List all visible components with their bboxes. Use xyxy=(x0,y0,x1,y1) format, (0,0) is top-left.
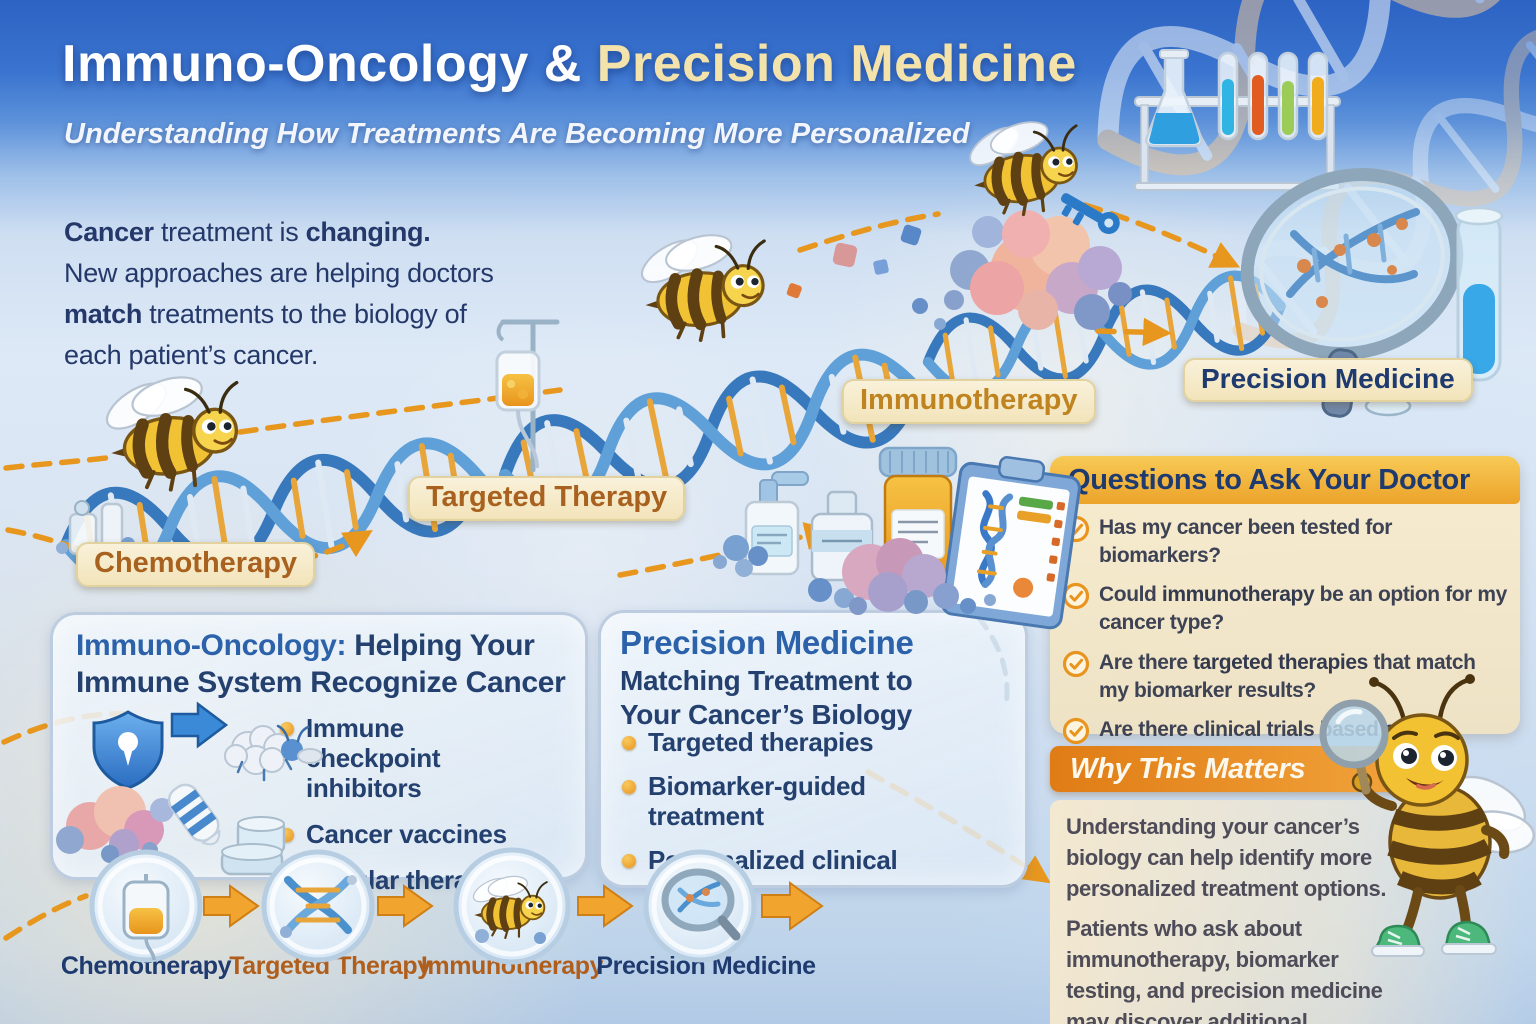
io-title-mid: Helping Your Immune System xyxy=(76,629,535,699)
timeline-label-chemotherapy: Chemotherapy xyxy=(60,952,232,980)
tumor-cells-center-illustration xyxy=(808,538,996,615)
check-icon xyxy=(1062,583,1090,610)
list-item: Immune checkpoint inhibitors xyxy=(280,713,542,804)
question-item: Are there targeted therapies that match … xyxy=(1062,649,1508,704)
intro-line-2: New approaches are helping doctors xyxy=(64,258,494,289)
question-text: Could immunotherapy be an option for my … xyxy=(1099,583,1507,635)
bullet-dot-icon xyxy=(622,736,636,750)
bullet-dot-icon xyxy=(280,827,294,842)
intro-text: treatment is xyxy=(153,217,306,247)
why-this-matters-body: Understanding your cancer’s biology can … xyxy=(1050,800,1528,1024)
timeline-label-immunotherapy: Immunotherapy xyxy=(420,952,604,980)
bee-chemo xyxy=(97,367,246,496)
precision-medicine-box xyxy=(598,610,1028,888)
intro-line-4: each patient’s cancer. xyxy=(64,340,319,371)
question-item: Has my cancer been tested for biomarkers… xyxy=(1062,514,1508,569)
immuno-oncology-box-title: Immuno-Oncology: Helping Your Immune Sys… xyxy=(76,628,572,701)
blue-crumbs-illustration xyxy=(713,535,768,577)
io-title-bold: Recognize Cancer xyxy=(310,665,566,699)
pm-bullet-3: Personalized clinical trials xyxy=(648,844,898,905)
path-label-chemotherapy: Chemotherapy xyxy=(76,542,316,587)
medicine-cluster-illustration xyxy=(713,446,1081,630)
tumor-cells-illustration xyxy=(786,210,1132,330)
intro-bold-match: match xyxy=(64,299,143,330)
pm-bullet-2: Biomarker-guided treatment xyxy=(648,770,866,831)
precision-medicine-bullet-list: Targeted therapies Biomarker-guided trea… xyxy=(622,727,932,906)
list-item: Biomarker-guided treatment xyxy=(622,770,932,832)
immuno-oncology-bullet-list: Immune checkpoint inhibitors Cancer vacc… xyxy=(280,713,542,896)
lab-rack-illustration xyxy=(1134,49,1341,191)
title-part-2: Precision Medicine xyxy=(581,35,1077,93)
timeline-label-precision-medicine: Precision Medicine xyxy=(596,952,816,980)
bee-middle xyxy=(633,226,771,344)
test-tube-illustration xyxy=(1454,206,1504,382)
question-item: Could immunotherapy be an option for my … xyxy=(1062,581,1508,636)
intro-paragraph: Cancer treatment is changing. New approa… xyxy=(64,212,544,376)
bullet-dot-icon xyxy=(280,722,294,736)
page-title: Immuno-Oncology & Precision Medicine xyxy=(62,34,1077,94)
precision-medicine-box-title: Precision Medicine xyxy=(620,624,914,661)
why-paragraph-1: Understanding your cancer’s biology can … xyxy=(1066,814,1387,901)
list-item: Targeted therapies xyxy=(622,727,932,758)
path-label-targeted-therapy: Targeted Therapy xyxy=(408,476,686,521)
question-text: Has my cancer been tested for biomarkers… xyxy=(1099,516,1393,567)
title-part-1: Immuno-Oncology & xyxy=(62,35,582,93)
bullet-dot-icon xyxy=(622,779,636,794)
intro-bold-cancer: Cancer xyxy=(64,217,154,247)
io-title-lead: Immuno-Oncology: xyxy=(76,629,347,662)
check-icon xyxy=(1062,515,1090,543)
key-icon xyxy=(1060,193,1120,234)
why-this-matters-header: Why This Matters xyxy=(1050,746,1416,792)
io-bullet-1: Immune checkpoint inhibitors xyxy=(306,713,441,803)
timeline-label-targeted-therapy: Targeted Therapy xyxy=(229,952,431,980)
page-subtitle: Understanding How Treatments Are Becomin… xyxy=(64,118,970,150)
list-item: Personalized clinical trials xyxy=(622,844,932,906)
bullet-dot-icon xyxy=(280,873,294,888)
check-icon xyxy=(1062,650,1090,677)
bullet-dot-icon xyxy=(622,853,636,868)
bee-with-key xyxy=(961,113,1120,234)
question-text: Are there targeted therapies that match … xyxy=(1099,650,1476,702)
intro-line-3: treatments to the biology of xyxy=(142,299,467,330)
timeline-arrow-icon xyxy=(203,884,260,928)
list-item: Cancer vaccines xyxy=(280,818,542,850)
io-bullet-2: Cancer vaccines xyxy=(306,818,507,849)
backdrop-dna-helix xyxy=(1075,0,1536,197)
path-label-immunotherapy: Immunotherapy xyxy=(842,379,1096,424)
intro-bold-changing: changing. xyxy=(305,217,431,247)
backdrop-dna-helix-2 xyxy=(1210,7,1536,368)
questions-panel-header: Questions to Ask Your Doctor xyxy=(1050,456,1520,504)
questions-list: Has my cancer been tested for biomarkers… xyxy=(1062,514,1508,772)
list-item: Cellular therapies xyxy=(280,864,542,896)
precision-medicine-box-subtitle: Matching Treatment to Your Cancer’s Biol… xyxy=(620,665,913,730)
check-icon xyxy=(1062,718,1090,745)
iv-bag-icon xyxy=(122,874,170,961)
pm-bullet-1: Targeted therapies xyxy=(648,727,874,757)
path-label-precision-medicine: Precision Medicine xyxy=(1183,358,1473,402)
io-bullet-3: Cellular therapies xyxy=(306,864,519,895)
why-paragraph-2: Patients who ask about immunotherapy, bi… xyxy=(1066,916,1383,1024)
